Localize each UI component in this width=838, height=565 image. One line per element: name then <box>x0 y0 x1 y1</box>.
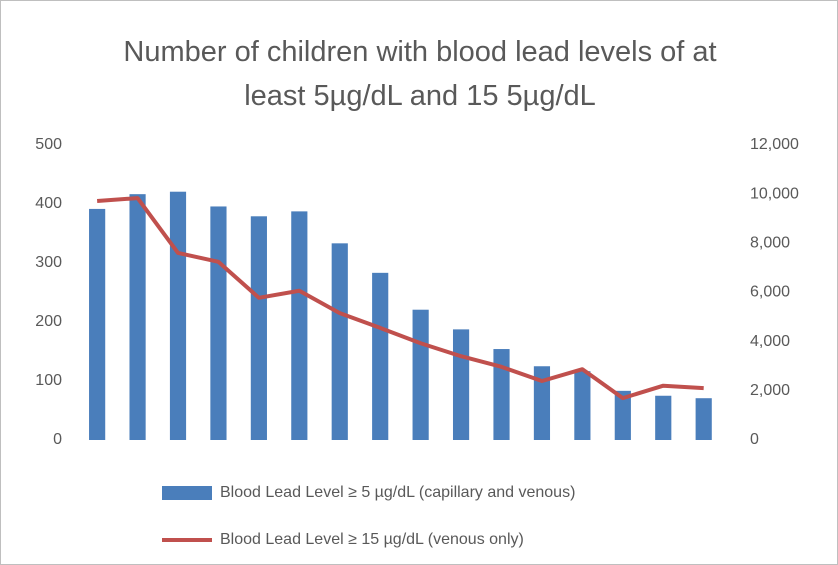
bar <box>493 349 510 440</box>
legend-swatch <box>162 486 212 500</box>
bar <box>291 211 308 440</box>
y2-tick-label: 2,000 <box>750 382 790 399</box>
y2-tick-label: 8,000 <box>750 235 790 252</box>
y2-tick-label: 4,000 <box>750 333 790 350</box>
bar <box>412 309 429 440</box>
y-tick-label: 400 <box>35 195 62 212</box>
y-tick-label: 100 <box>35 372 62 389</box>
bar <box>250 216 267 440</box>
line <box>96 196 704 401</box>
bar <box>89 208 106 440</box>
legend-label: Blood Lead Level ≥ 5 µg/dL (capillary an… <box>220 484 575 501</box>
bar <box>574 371 591 440</box>
legend-label: Blood Lead Level ≥ 15 µg/dL (venous only… <box>220 531 524 548</box>
bar <box>614 390 631 440</box>
y2-tick-label: 6,000 <box>750 284 790 301</box>
y-tick-label: 200 <box>35 313 62 330</box>
bar <box>695 398 712 440</box>
y-tick-label: 0 <box>53 431 62 448</box>
bar <box>129 194 146 440</box>
y2-tick-label: 12,000 <box>750 136 799 153</box>
y-tick-label: 500 <box>35 136 62 153</box>
bar <box>533 366 551 440</box>
y2-tick-label: 0 <box>750 431 759 448</box>
bar <box>210 206 227 440</box>
y-tick-label: 300 <box>35 254 62 271</box>
bar <box>372 272 389 440</box>
y2-tick-label: 10,000 <box>750 185 799 202</box>
bar <box>169 191 187 440</box>
bar <box>331 243 348 440</box>
chart-title: Number of children with blood lead level… <box>123 36 717 112</box>
bar <box>655 395 672 440</box>
bar <box>452 329 470 440</box>
